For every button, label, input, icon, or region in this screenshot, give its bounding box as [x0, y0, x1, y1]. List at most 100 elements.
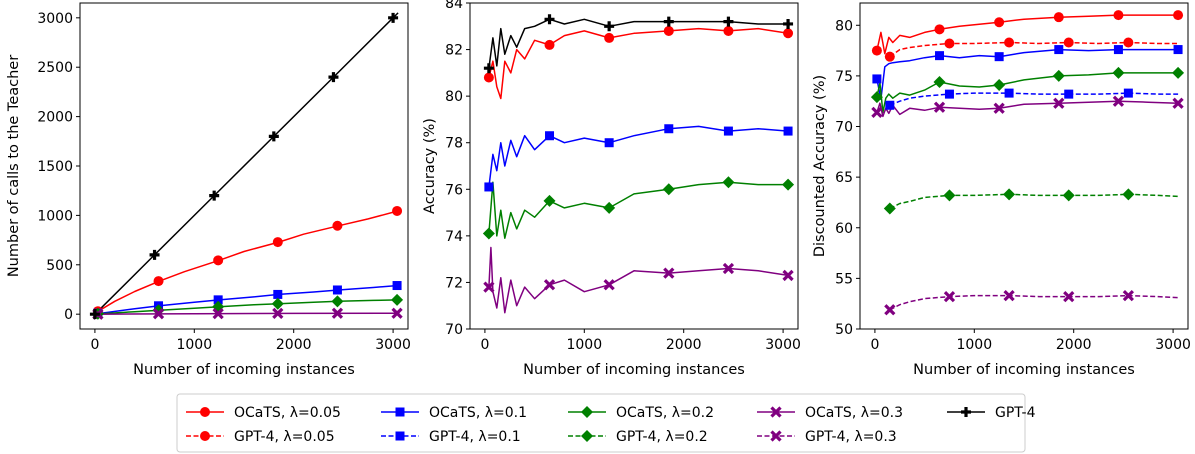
- marker-ocats_02: [543, 194, 556, 207]
- y-axis-label: Accuracy (%): [422, 118, 438, 214]
- marker-gpt4: [544, 14, 555, 25]
- x-tick-label: 0: [480, 337, 489, 353]
- x-tick-label: 3000: [375, 337, 411, 353]
- legend-marker-gpt4_03: [770, 430, 782, 442]
- series-line-gpt4_03: [889, 294, 1179, 311]
- legend-marker-gpt4_02: [581, 430, 593, 442]
- marker-ocats_02: [482, 227, 495, 240]
- legend-marker-gpt4: [961, 407, 971, 417]
- marker-ocats_01: [994, 52, 1004, 62]
- marker-gpt4_02: [943, 189, 956, 202]
- marker-ocats_005: [604, 32, 615, 43]
- legend-label-ocats_02: OCaTS, λ=0.2: [616, 405, 714, 421]
- marker-ocats_01: [872, 74, 882, 84]
- series-line-ocats_02: [488, 181, 789, 239]
- marker-ocats_01: [484, 182, 494, 192]
- series-line-ocats_01: [94, 284, 399, 315]
- marker-ocats_005: [213, 255, 224, 266]
- marker-ocats_01: [545, 131, 555, 141]
- marker-gpt4_03: [1063, 290, 1075, 303]
- marker-ocats_02: [331, 295, 344, 308]
- legend-marker-gpt4_005: [200, 431, 210, 441]
- marker-ocats_02: [722, 176, 735, 189]
- y-axis-label: Number of calls to the Teacher: [6, 55, 22, 277]
- y-tick-label: 80: [835, 18, 853, 34]
- legend-label-ocats_005: OCaTS, λ=0.05: [234, 405, 341, 421]
- chart-panel-2: 0 1000 2000 3000 70 72 74 76 78 80 82 84 Number of i…: [422, 0, 801, 378]
- series-line-ocats_005: [94, 210, 399, 315]
- series-line-ocats_03: [876, 100, 1179, 118]
- marker-ocats_02: [993, 79, 1006, 92]
- marker-gpt4: [388, 12, 399, 23]
- marker-ocats_01: [783, 126, 793, 136]
- marker-ocats_03: [152, 308, 165, 320]
- marker-ocats_03: [391, 307, 403, 319]
- marker-gpt4_005: [944, 38, 955, 49]
- y-tick-label: 1500: [37, 159, 73, 175]
- y-tick-label: 78: [445, 136, 463, 152]
- legend-marker-ocats_03: [770, 406, 782, 418]
- marker-ocats_02: [391, 293, 404, 306]
- marker-ocats_01: [723, 126, 733, 136]
- y-tick-label: 70: [445, 322, 463, 338]
- y-tick-label: 60: [835, 221, 853, 237]
- series-line-ocats_03: [488, 246, 789, 314]
- marker-gpt4_01: [1123, 88, 1133, 98]
- marker-ocats_01: [213, 295, 223, 305]
- y-tick-label: 74: [445, 229, 463, 245]
- y-tick-label: 82: [445, 43, 463, 59]
- x-tick-label: 0: [90, 337, 99, 353]
- marker-ocats_005: [871, 45, 882, 56]
- marker-ocats_005: [392, 205, 403, 216]
- marker-ocats_005: [994, 17, 1005, 28]
- marker-ocats_03: [1112, 95, 1125, 107]
- series-line-gpt4_02: [889, 193, 1179, 210]
- marker-ocats_005: [272, 237, 283, 248]
- x-tick-label: 3000: [765, 337, 801, 353]
- y-axis-label: Discounted Accuracy (%): [812, 75, 828, 257]
- marker-ocats_02: [782, 178, 795, 191]
- x-tick-label: 2000: [1056, 337, 1092, 353]
- y-tick-label: 0: [64, 307, 73, 323]
- plot-frame: [469, 2, 799, 330]
- legend-frame: [176, 393, 1026, 453]
- marker-gpt4: [149, 249, 160, 260]
- marker-ocats_01: [664, 124, 674, 134]
- marker-gpt4: [209, 190, 220, 201]
- marker-gpt4: [89, 309, 100, 320]
- marker-ocats_02: [1052, 69, 1065, 82]
- x-tick-label: 0: [870, 337, 879, 353]
- x-tick-label: 1000: [566, 337, 602, 353]
- marker-ocats_03: [933, 101, 946, 113]
- marker-ocats_005: [783, 28, 794, 39]
- marker-gpt4_01: [944, 89, 954, 99]
- legend-marker-ocats_01: [395, 407, 405, 417]
- marker-ocats_01: [935, 51, 945, 61]
- marker-ocats_005: [723, 25, 734, 36]
- marker-gpt4_01: [1004, 88, 1014, 98]
- marker-gpt4: [604, 21, 615, 32]
- legend-label-gpt4_02: GPT-4, λ=0.2: [616, 429, 708, 445]
- marker-gpt4: [783, 18, 794, 29]
- marker-ocats_03: [331, 307, 344, 319]
- marker-ocats_01: [392, 281, 402, 291]
- legend-label-gpt4_03: GPT-4, λ=0.3: [805, 429, 897, 445]
- marker-ocats_03: [782, 269, 794, 282]
- marker-gpt4_03: [943, 290, 956, 303]
- y-tick-label: 76: [445, 182, 463, 198]
- y-tick-label: 80: [445, 89, 463, 105]
- marker-ocats_02: [271, 297, 284, 310]
- marker-ocats_005: [1173, 10, 1184, 21]
- marker-ocats_005: [663, 25, 674, 36]
- legend-label-gpt4: GPT-4: [995, 405, 1036, 421]
- series-line-ocats_03: [94, 312, 399, 315]
- legend: OCaTS, λ=0.05 GPT-4, λ=0.05 OCaTS, λ=0.1 GP…: [176, 393, 1036, 453]
- y-tick-label: 75: [835, 69, 853, 85]
- y-tick-label: 500: [46, 258, 73, 274]
- marker-ocats_005: [153, 276, 164, 287]
- marker-gpt4_005: [1063, 37, 1074, 48]
- marker-gpt4_03: [884, 304, 896, 316]
- marker-ocats_005: [544, 39, 555, 50]
- marker-gpt4_03: [1122, 289, 1134, 302]
- marker-gpt4: [328, 72, 339, 83]
